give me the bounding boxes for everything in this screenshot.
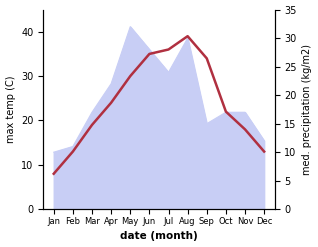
Y-axis label: med. precipitation (kg/m2): med. precipitation (kg/m2)	[302, 44, 313, 175]
Y-axis label: max temp (C): max temp (C)	[5, 76, 16, 143]
X-axis label: date (month): date (month)	[120, 231, 198, 242]
